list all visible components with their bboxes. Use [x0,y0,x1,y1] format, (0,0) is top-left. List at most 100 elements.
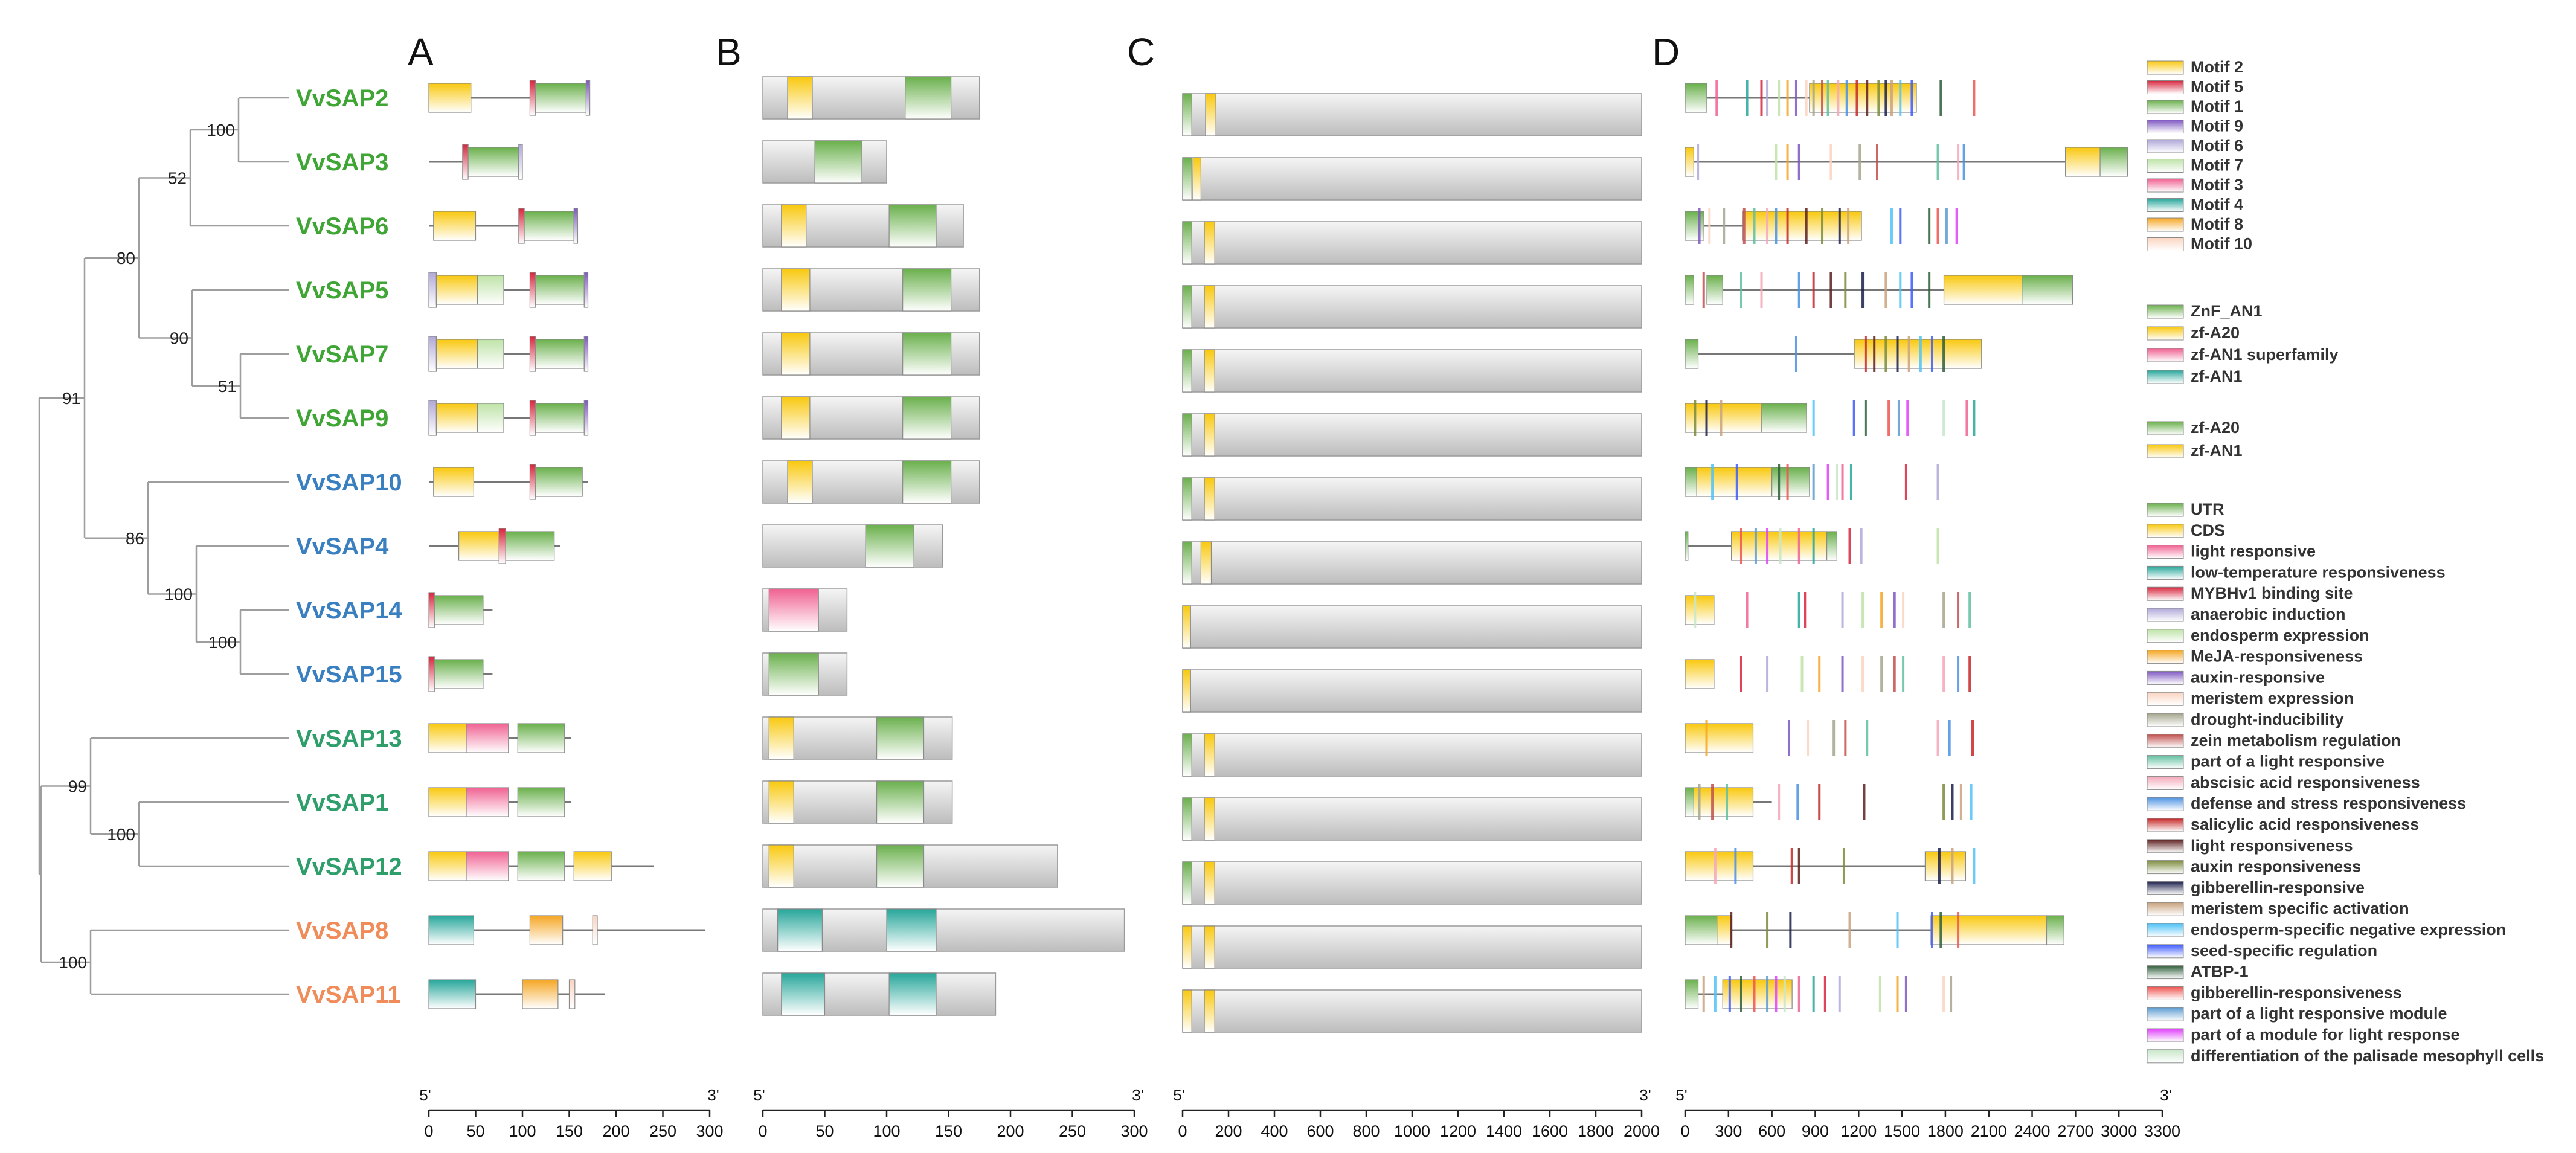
gene-label: VvSAP14 [296,597,402,624]
cis-element-mark [1812,80,1815,116]
cis-element-mark [1694,592,1697,628]
motif-block [466,723,509,753]
cis-element-mark [1787,720,1790,756]
cis-element-mark [1955,208,1958,244]
cis-element-mark [1702,976,1705,1012]
cds-bar [1182,413,1642,457]
cis-element-mark [1838,976,1841,1012]
cds-bar [1182,93,1642,136]
cds-bar [1182,733,1642,777]
legend-swatch [2147,178,2184,193]
cis-element-mark [1970,784,1973,820]
cis-element-mark [1807,720,1810,756]
gene-label: VvSAP4 [296,533,389,560]
motif-block [524,211,574,241]
legend-label: zf-AN1 [2191,367,2243,385]
cis-element-mark [1845,80,1848,116]
phylogenetic-tree: 100 52 90 51 80 91 86 100 100 99 100 100 [38,97,289,995]
cis-element-mark [1841,464,1844,500]
cds-block [1717,915,1732,945]
cis-element-mark [1896,336,1899,372]
domain-block [777,908,823,952]
axis-tick-label: 0 [758,1122,767,1140]
legend-label: gibberellin-responsive [2191,878,2365,896]
cds-block [1685,147,1694,177]
cis-element-mark [1957,144,1960,180]
legend-swatch [2147,692,2184,706]
legend-swatch [2147,923,2184,937]
axis-tick-label: 1000 [1394,1122,1430,1140]
utr-block [1826,531,1837,561]
legend-label: ZnF_AN1 [2191,302,2263,320]
cis-element-mark [1876,144,1878,180]
cis-element-mark [1945,208,1948,244]
panel-letter-a: A [408,30,434,74]
domain-block [876,716,925,760]
cds-bar [1182,157,1642,201]
cis-element-mark [1939,912,1942,948]
legend-swatch [2147,734,2184,748]
cis-element-mark [1735,464,1738,500]
cis-element-mark [1936,208,1939,244]
legend-label: seed-specific regulation [2191,942,2377,960]
motif-block [477,339,504,369]
cis-element-mark [1942,976,1945,1012]
cis-element-mark [1897,400,1900,436]
cis-element-mark [1887,400,1890,436]
cis-element-mark [1968,592,1971,628]
legend-label: UTR [2191,500,2224,518]
cds-bar [1182,285,1642,329]
panel-d-gene-structure [1685,80,2128,1012]
cis-element-mark [1849,464,1852,500]
domain-block [1200,541,1212,585]
domain-block [1182,925,1192,969]
cis-element-mark [1877,80,1880,116]
axis-tick-label: 200 [997,1122,1024,1140]
axis-tick-label: 200 [602,1122,629,1140]
cis-element-mark [1818,784,1821,820]
legend-swatch [2147,120,2184,133]
bootstrap-label: 100 [59,953,87,972]
domain-block [1182,221,1192,265]
domain-block [1205,93,1216,136]
utr-block [1685,83,1707,113]
cis-element-mark [1950,976,1953,1012]
cis-element-mark [1754,528,1757,564]
motif-block [518,144,523,180]
cis-element-mark [1714,976,1717,1012]
panel-b-domains [762,76,1125,1016]
axis-tick-label: 1200 [1840,1122,1877,1140]
axis-tick-label: 300 [1715,1122,1742,1140]
domain-block [781,268,811,312]
cds-block [1685,595,1715,625]
cis-element-mark [1951,784,1954,820]
axis-tick-label: 600 [1758,1122,1785,1140]
cis-element-mark [1860,528,1863,564]
axis-tick-label: 2400 [2014,1122,2051,1140]
cis-element-mark [1753,208,1756,244]
cis-element-mark [1708,208,1711,244]
cis-element-mark [1728,976,1731,1012]
gene-labels: VvSAP2 VvSAP3 VvSAP6 VvSAP5 VvSAP7 VvSAP9 VvSA… [296,85,402,1008]
motif-block [462,144,469,180]
cis-element-mark [1821,80,1824,116]
motif-block [535,339,585,369]
bootstrap-label: 99 [68,777,87,796]
cis-element-mark [1837,80,1840,116]
legend-label: part of a light responsive module [2191,1004,2447,1023]
cis-element-mark [1906,400,1909,436]
cis-element-mark [1936,720,1939,756]
legend-swatch [2147,565,2184,580]
bootstrap-label: 100 [208,633,237,652]
cis-element-mark [1904,976,1907,1012]
cis-element-mark [1962,144,1965,180]
domain-block [902,332,952,376]
cis-element-mark [1715,80,1718,116]
cis-element-mark [1896,912,1899,948]
cds-bar [1182,797,1642,841]
domain-block [768,780,794,824]
domain-block [1204,861,1215,905]
cis-element-mark [1864,336,1867,372]
cds-bar [1182,989,1642,1033]
cis-element-mark [1873,336,1876,372]
